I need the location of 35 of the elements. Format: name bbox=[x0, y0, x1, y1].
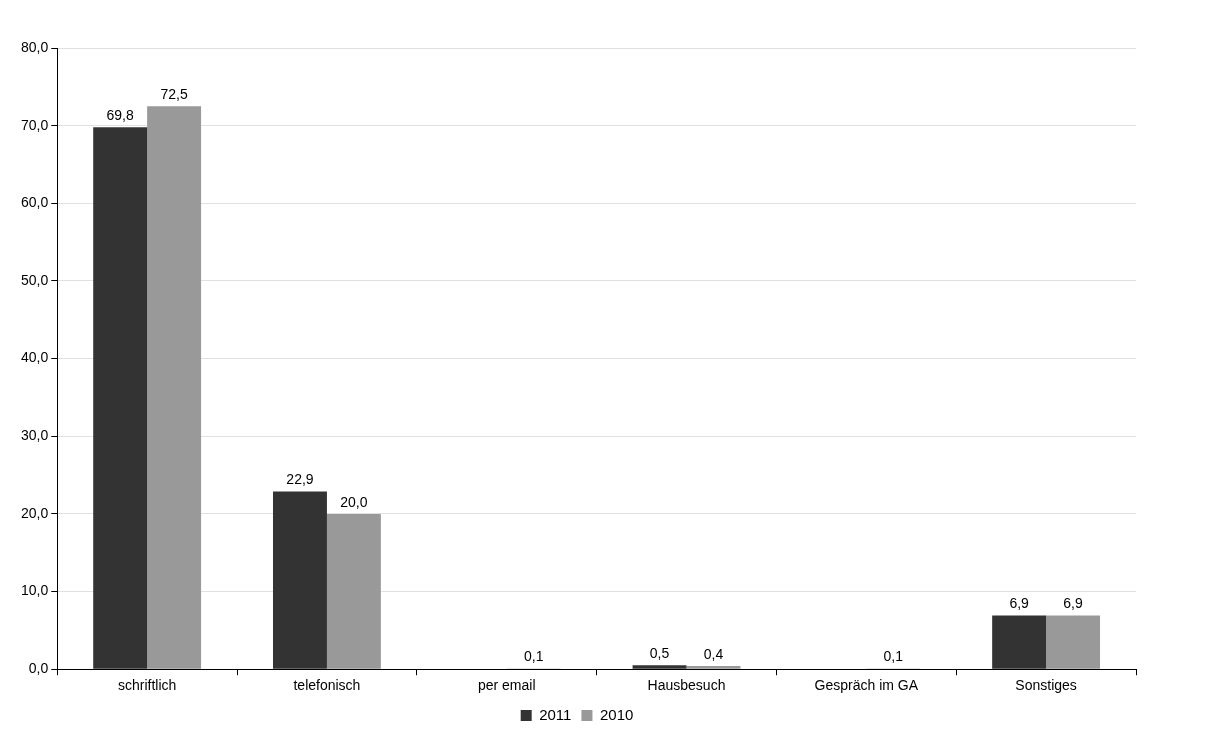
bar bbox=[326, 513, 381, 669]
legend-label: 2011 bbox=[539, 705, 572, 723]
x-tick-label: telefonisch bbox=[293, 677, 361, 694]
y-tick-label: 70,0 bbox=[21, 116, 49, 133]
x-tick-label: Gespräch im GA bbox=[814, 677, 919, 694]
bar bbox=[686, 666, 741, 669]
y-tick-label: 10,0 bbox=[21, 582, 49, 599]
x-tick-label: Hausbesuch bbox=[647, 677, 726, 694]
data-label: 20,0 bbox=[340, 493, 368, 510]
data-label: 69,8 bbox=[106, 107, 135, 124]
x-tick-label: Sonstiges bbox=[1015, 677, 1077, 694]
bar bbox=[992, 615, 1047, 669]
bar bbox=[632, 665, 687, 669]
data-label: 6,9 bbox=[1009, 595, 1030, 612]
data-label: 0,1 bbox=[523, 648, 544, 665]
data-label: 0,5 bbox=[649, 645, 670, 662]
legend-label: 2010 bbox=[599, 705, 634, 723]
bar bbox=[1046, 615, 1101, 669]
bar bbox=[93, 127, 148, 669]
data-label: 6,9 bbox=[1063, 595, 1084, 612]
bar bbox=[147, 106, 202, 669]
y-tick-label: 0,0 bbox=[28, 660, 49, 677]
x-tick-label: per email bbox=[477, 677, 536, 694]
data-label: 0,4 bbox=[703, 645, 724, 662]
y-tick-label: 50,0 bbox=[21, 271, 49, 288]
data-label: 22,9 bbox=[286, 471, 314, 488]
y-tick-label: 30,0 bbox=[21, 427, 49, 444]
y-tick-label: 40,0 bbox=[21, 349, 49, 366]
x-tick-label: schriftlich bbox=[117, 677, 177, 694]
data-label: 0,1 bbox=[883, 648, 904, 665]
y-tick-label: 60,0 bbox=[21, 194, 49, 211]
bar bbox=[273, 491, 327, 669]
y-tick-label: 20,0 bbox=[21, 504, 49, 521]
data-label: 72,5 bbox=[160, 86, 188, 103]
y-tick-label: 80,0 bbox=[21, 38, 49, 55]
